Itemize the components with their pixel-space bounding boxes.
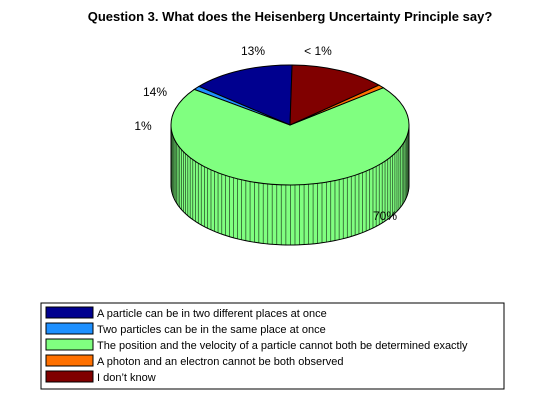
legend-swatch [45, 338, 94, 351]
legend-swatch [45, 306, 94, 319]
slice-percent-label: < 1% [304, 44, 332, 58]
slice-percent-label: 14% [143, 85, 167, 99]
pie-bottom-edge [170, 184, 410, 246]
legend-swatch [45, 322, 94, 335]
legend-swatch [45, 354, 94, 367]
pie-slice-4 [289, 64, 380, 126]
slice-labels: 14% 1% 70% < 1% 13% [134, 44, 397, 223]
legend-swatch [45, 370, 94, 383]
legend-label: A particle can be in two different place… [97, 308, 327, 320]
pie-top [170, 64, 410, 186]
legend-label: A photon and an electron cannot be both … [97, 356, 343, 368]
pie-slice-2 [170, 87, 410, 186]
legend-label: The position and the velocity of a parti… [97, 340, 468, 352]
slice-percent-label: 70% [373, 209, 397, 223]
legend-label: Two particles can be in the same place a… [97, 324, 326, 336]
legend-label: I don’t know [97, 372, 156, 384]
chart-title: Question 3. What does the Heisenberg Unc… [88, 9, 493, 24]
pie-slice-0 [197, 64, 293, 126]
slice-percent-label: 13% [241, 44, 265, 58]
legend: A particle can be in two different place… [40, 302, 505, 390]
legend-box [40, 302, 505, 390]
slice-percent-label: 1% [134, 119, 152, 133]
